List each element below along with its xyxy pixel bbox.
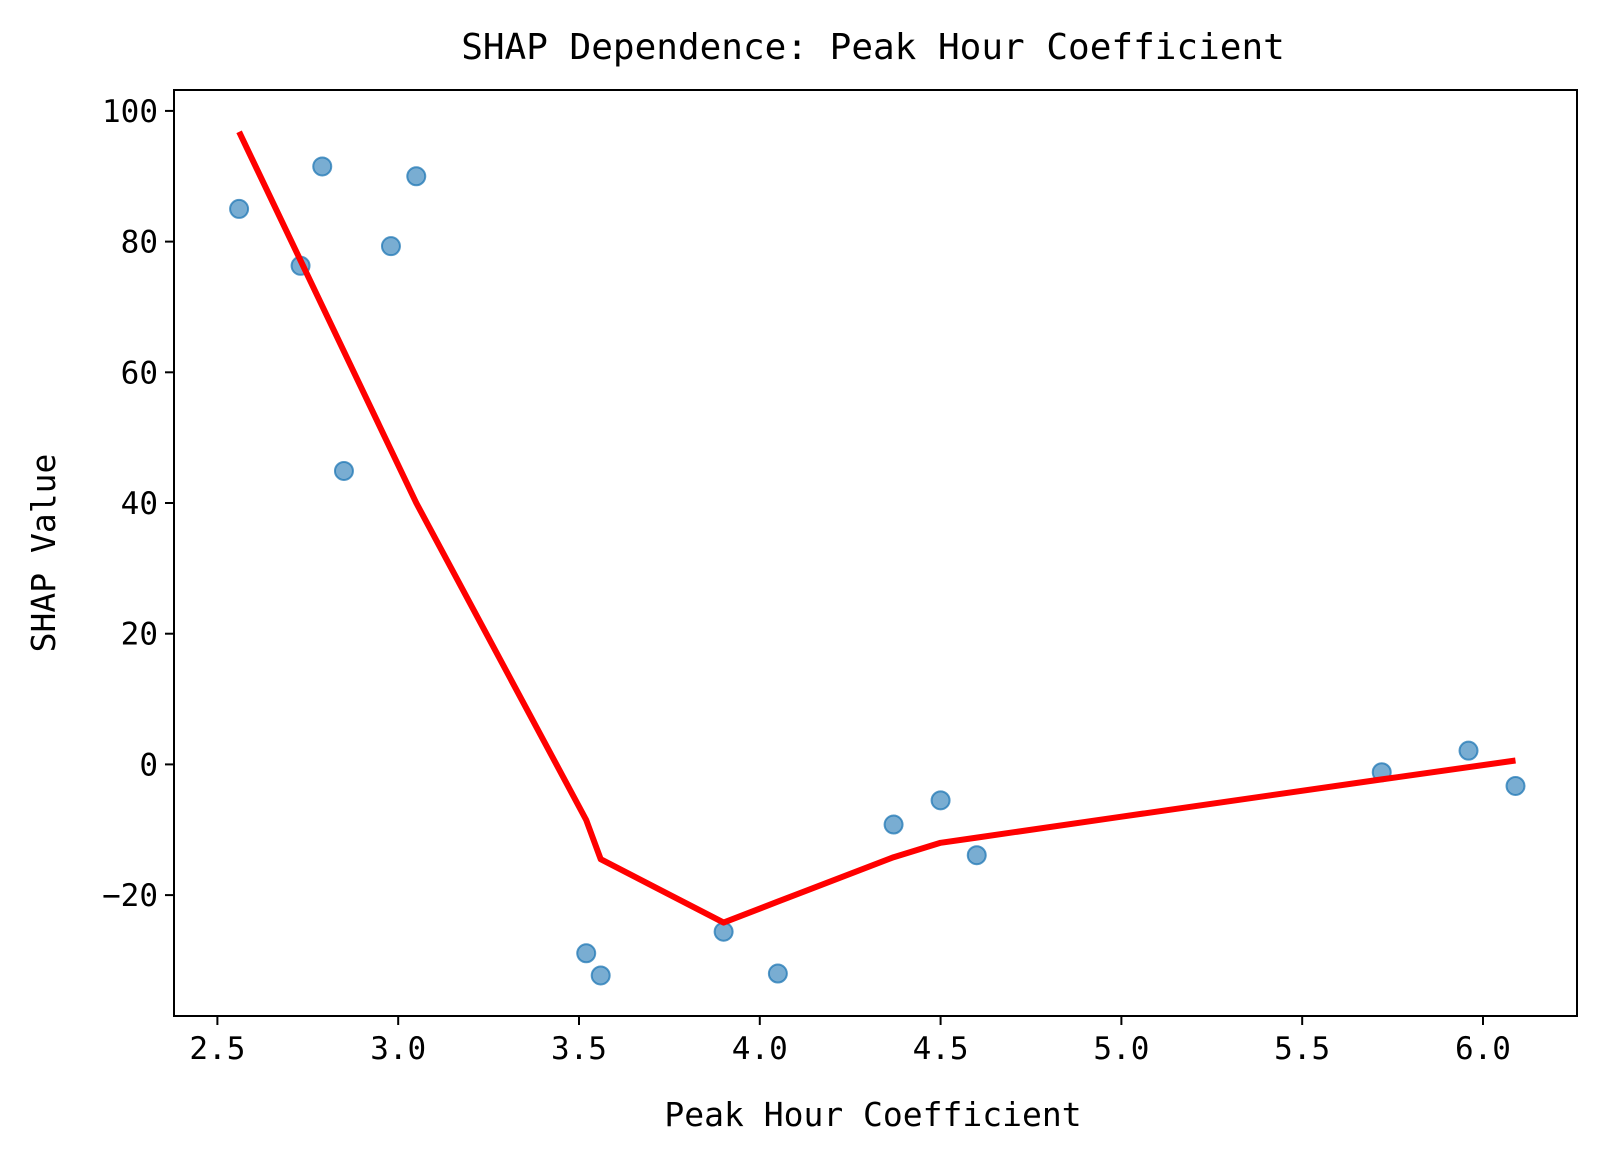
trend-line-series	[236, 130, 1516, 926]
scatter-point	[1458, 740, 1479, 761]
scatter-point	[966, 845, 987, 866]
scatter-point	[883, 814, 904, 835]
scatter-point	[1505, 775, 1526, 796]
scatter-point	[406, 166, 427, 187]
x-tick-label: 4.5	[913, 1031, 969, 1067]
x-tick-label: 3.5	[551, 1031, 607, 1067]
scatter-point	[590, 965, 611, 986]
y-tick-label: 40	[121, 486, 158, 522]
x-axis-ticks: 2.5 3.0 3.5 4.0 4.5 5.0 5.5 6.0	[189, 1016, 1511, 1067]
y-tick-label: −20	[102, 878, 158, 914]
chart-title: SHAP Dependence: Peak Hour Coefficient	[461, 27, 1285, 68]
trend-line	[236, 130, 1516, 926]
scatter-point	[312, 156, 333, 177]
y-tick-label: 100	[102, 94, 158, 130]
x-axis-label: Peak Hour Coefficient	[664, 1095, 1081, 1134]
y-tick-label: 0	[139, 747, 158, 783]
x-tick-label: 2.5	[189, 1031, 245, 1067]
scatter-point	[333, 460, 354, 481]
scatter-point	[767, 963, 788, 984]
y-tick-label: 80	[121, 225, 158, 261]
y-tick-label: 60	[121, 355, 158, 391]
scatter-point	[229, 198, 250, 219]
y-axis-label: SHAP Value	[24, 454, 63, 653]
plot-frame	[173, 89, 1578, 1017]
scatter-point	[576, 943, 597, 964]
x-tick-label: 5.5	[1274, 1031, 1330, 1067]
x-tick-label: 3.0	[370, 1031, 426, 1067]
x-tick-label: 5.0	[1093, 1031, 1149, 1067]
scatter-point	[930, 790, 951, 811]
y-axis-ticks: −20 0 20 40 60 80 100	[102, 94, 174, 914]
scatter-series	[229, 156, 1526, 986]
x-tick-label: 4.0	[732, 1031, 788, 1067]
y-tick-label: 20	[121, 617, 158, 653]
x-tick-label: 6.0	[1455, 1031, 1511, 1067]
scatter-point	[380, 236, 401, 257]
